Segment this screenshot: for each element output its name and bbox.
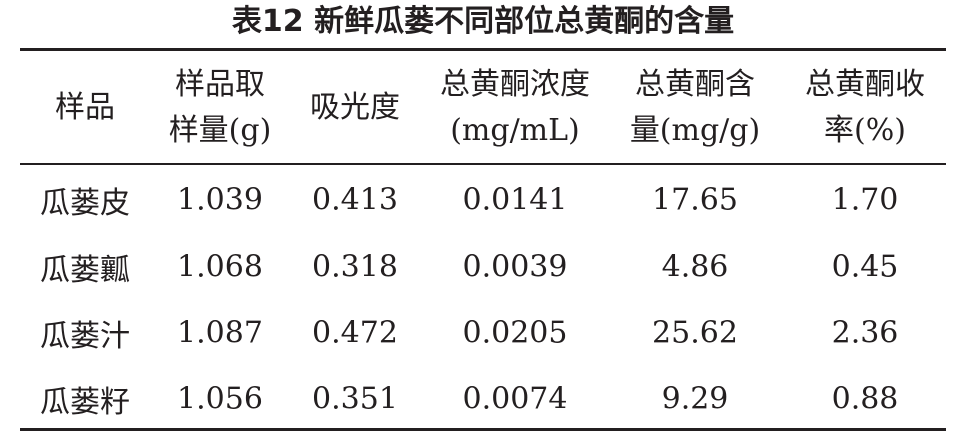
- header-line: 吸光度: [310, 90, 400, 125]
- header-line: 总黄酮含: [635, 67, 755, 102]
- data-cell: 25.62: [652, 315, 738, 351]
- data-cell: 0.318: [312, 249, 398, 285]
- data-cell: 1.70: [831, 182, 899, 218]
- data-cell: 0.0205: [462, 315, 568, 351]
- header-cell: 总黄酮含量(mg/g): [630, 62, 760, 154]
- header-line: 样品取: [175, 67, 265, 102]
- data-cell: 0.472: [312, 315, 398, 351]
- data-cell: 0.88: [831, 381, 899, 417]
- data-cell: 1.087: [177, 315, 263, 351]
- header-line: 量(mg/g): [629, 113, 761, 148]
- header-rule: [20, 163, 946, 165]
- header-cell: 总黄酮浓度 (mg/mL): [440, 62, 590, 154]
- data-cell: 1.056: [177, 381, 263, 417]
- data-cell: 1.039: [177, 182, 263, 218]
- header-line: 总黄酮浓度: [440, 67, 590, 102]
- header-cell: 吸光度: [310, 85, 400, 131]
- data-cell: 0.0074: [462, 381, 568, 417]
- header-cell: 总黄酮收率(%): [805, 62, 925, 154]
- top-rule: [20, 48, 946, 51]
- bottom-rule: [20, 428, 946, 431]
- header-line: 总黄酮收: [805, 67, 925, 102]
- header-cell: 样品取样量(g): [169, 62, 272, 154]
- data-cell: 0.0039: [462, 249, 568, 285]
- row-label: 瓜蒌汁: [40, 319, 130, 354]
- table-title: 表12 新鲜瓜蒌不同部位总黄酮的含量: [231, 4, 735, 39]
- header-line: 样品: [55, 90, 115, 125]
- data-cell: 1.068: [177, 249, 263, 285]
- data-cell: 0.413: [312, 182, 398, 218]
- header-line: 率(%): [824, 113, 906, 148]
- data-cell: 0.45: [831, 249, 899, 285]
- row-label: 瓜蒌皮: [40, 186, 130, 221]
- data-cell: 0.351: [312, 381, 398, 417]
- data-cell: 2.36: [831, 315, 899, 351]
- header-line: (mg/mL): [450, 113, 580, 148]
- row-label: 瓜蒌瓤: [40, 253, 130, 288]
- header-line: 样量(g): [168, 113, 272, 148]
- data-cell: 4.86: [661, 249, 729, 285]
- data-cell: 0.0141: [462, 182, 568, 218]
- row-label: 瓜蒌籽: [40, 385, 130, 420]
- header-cell: 样品: [55, 85, 115, 131]
- data-cell: 9.29: [661, 381, 729, 417]
- data-cell: 17.65: [652, 182, 738, 218]
